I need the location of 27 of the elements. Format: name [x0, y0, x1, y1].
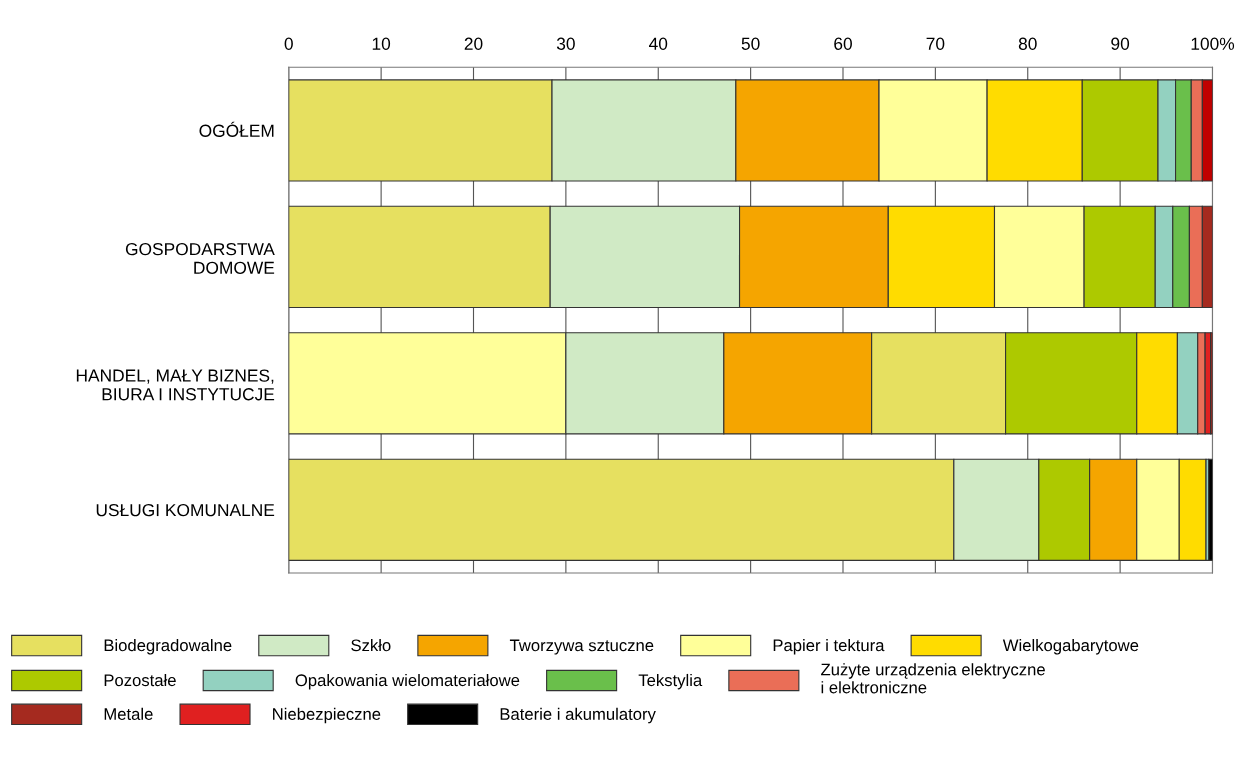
legend-label: Tekstylia — [638, 673, 703, 690]
y-tick-label: GOSPODARSTWA DOMOWE — [125, 242, 275, 274]
x-tick-label: 100% — [1191, 37, 1235, 50]
y-tick-label: USŁUGI KOMUNALNE — [96, 503, 275, 517]
x-tick-label: 40 — [648, 37, 668, 50]
x-tick-label: 20 — [464, 37, 483, 50]
x-tick-label: 30 — [556, 37, 575, 50]
legend-label: Opakowania wielomateriałowe — [295, 673, 520, 690]
legend-label: Niebezpieczne — [273, 707, 381, 724]
legend-label: Tworzywa sztuczne — [509, 639, 654, 655]
x-tick-label: 70 — [926, 37, 945, 50]
legend-label: Wielkogabarytowe — [1002, 639, 1139, 655]
x-tick-label: 60 — [834, 37, 852, 50]
legend-label: Szkło — [351, 639, 391, 652]
legend-label: Biodegradowalne — [104, 639, 232, 655]
legend-label: Baterie i akumulatory — [500, 707, 656, 724]
x-tick-label: 80 — [1018, 37, 1037, 50]
x-tick-label: 10 — [372, 37, 391, 50]
x-tick-label: 50 — [741, 37, 760, 50]
y-tick-label: HANDEL, MAŁY BIZNES, BIURA I INSTYTUCJE — [76, 369, 275, 401]
legend-label: Papier i tektura — [773, 639, 885, 655]
legend-label: Zużyte urządzenia elektryczne i elektroniczne — [821, 663, 1045, 694]
y-tick-label: OGÓŁEM — [199, 121, 274, 137]
legend-label: Pozostałe — [104, 673, 176, 687]
legend-label: Metale — [104, 707, 153, 720]
x-tick-label: 90 — [1111, 37, 1130, 50]
x-tick-label: 0 — [284, 37, 293, 50]
